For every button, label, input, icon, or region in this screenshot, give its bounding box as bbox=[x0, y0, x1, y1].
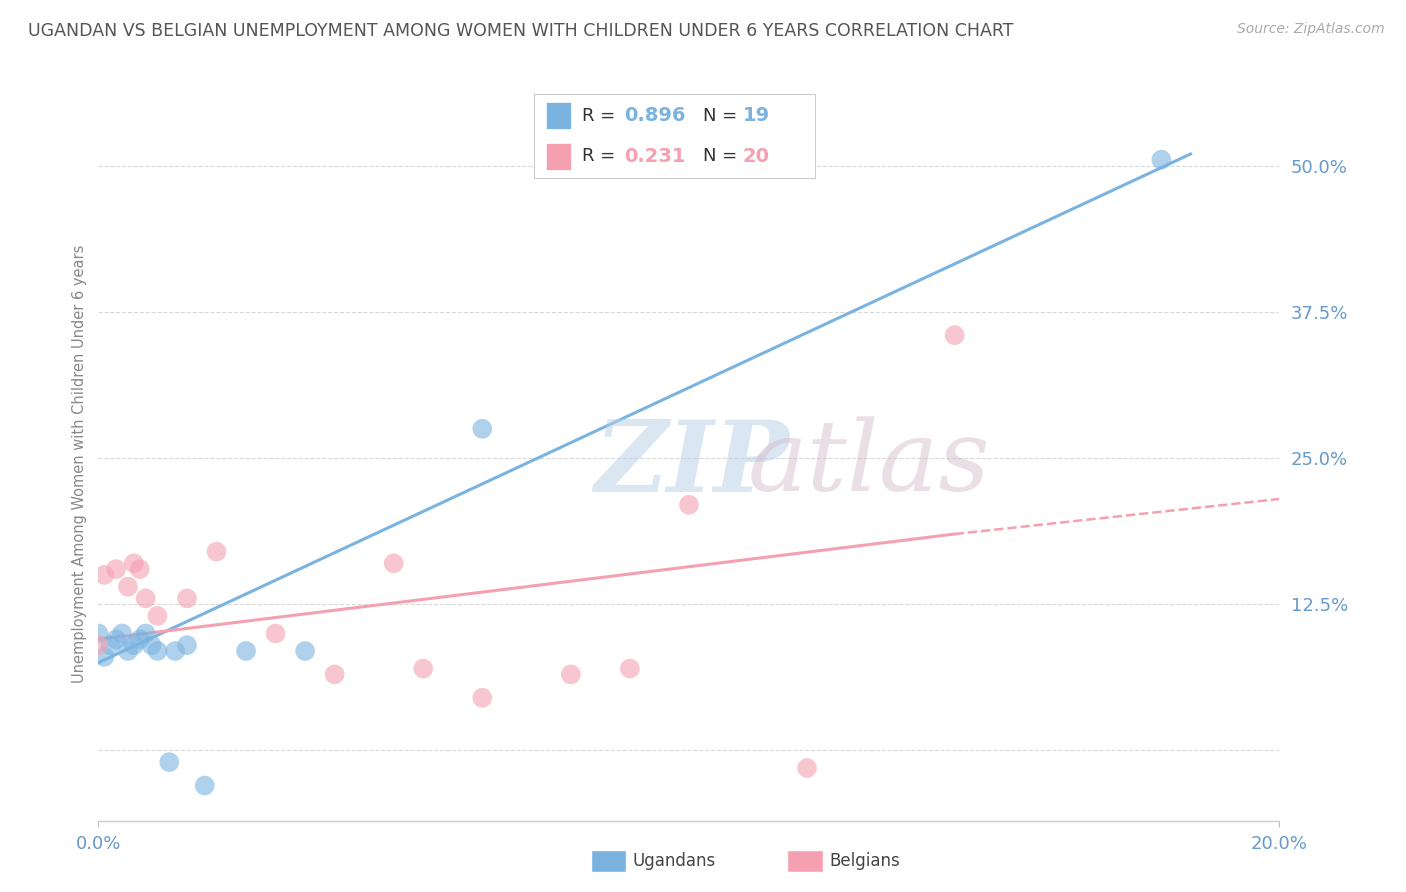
Point bbox=[1150, 153, 1173, 167]
Point bbox=[117, 580, 139, 594]
Point bbox=[382, 556, 405, 570]
Point bbox=[105, 632, 128, 647]
Point bbox=[264, 626, 287, 640]
Text: UGANDAN VS BELGIAN UNEMPLOYMENT AMONG WOMEN WITH CHILDREN UNDER 6 YEARS CORRELAT: UGANDAN VS BELGIAN UNEMPLOYMENT AMONG WO… bbox=[28, 22, 1014, 40]
Point bbox=[796, 761, 818, 775]
Text: Belgians: Belgians bbox=[830, 852, 900, 871]
Point bbox=[165, 644, 187, 658]
Point bbox=[678, 498, 700, 512]
Text: atlas: atlas bbox=[748, 417, 991, 511]
Text: R =: R = bbox=[582, 147, 621, 165]
Bar bbox=[546, 143, 571, 169]
Text: 19: 19 bbox=[742, 106, 769, 125]
Point bbox=[135, 591, 157, 606]
Point bbox=[87, 638, 110, 652]
Text: R =: R = bbox=[582, 107, 621, 125]
Point bbox=[128, 632, 150, 647]
Point bbox=[323, 667, 346, 681]
Text: N =: N = bbox=[703, 147, 742, 165]
Point bbox=[294, 644, 316, 658]
Point bbox=[194, 779, 217, 793]
Point bbox=[176, 591, 198, 606]
Point bbox=[235, 644, 257, 658]
Text: Source: ZipAtlas.com: Source: ZipAtlas.com bbox=[1237, 22, 1385, 37]
Point bbox=[176, 638, 198, 652]
Point bbox=[105, 562, 128, 576]
Point bbox=[141, 638, 163, 652]
Point bbox=[205, 544, 228, 558]
Point bbox=[619, 662, 641, 676]
Point bbox=[943, 328, 966, 343]
Point bbox=[128, 562, 150, 576]
Text: 0.231: 0.231 bbox=[624, 147, 686, 166]
Y-axis label: Unemployment Among Women with Children Under 6 years: Unemployment Among Women with Children U… bbox=[72, 244, 87, 683]
Text: ZIP: ZIP bbox=[595, 416, 789, 512]
Text: 20: 20 bbox=[742, 147, 769, 166]
Point bbox=[87, 626, 110, 640]
Point bbox=[560, 667, 582, 681]
Point bbox=[122, 556, 145, 570]
Point bbox=[471, 690, 494, 705]
Point bbox=[146, 644, 169, 658]
Point bbox=[146, 608, 169, 623]
Text: N =: N = bbox=[703, 107, 742, 125]
Point bbox=[122, 638, 145, 652]
Text: 0.896: 0.896 bbox=[624, 106, 686, 125]
Point bbox=[412, 662, 434, 676]
Point bbox=[111, 626, 134, 640]
Bar bbox=[546, 103, 571, 129]
Point bbox=[117, 644, 139, 658]
Text: Ugandans: Ugandans bbox=[633, 852, 716, 871]
Point bbox=[93, 649, 115, 664]
Point bbox=[157, 755, 180, 769]
Point bbox=[135, 626, 157, 640]
Point bbox=[93, 568, 115, 582]
Point bbox=[471, 422, 494, 436]
Point bbox=[98, 638, 121, 652]
